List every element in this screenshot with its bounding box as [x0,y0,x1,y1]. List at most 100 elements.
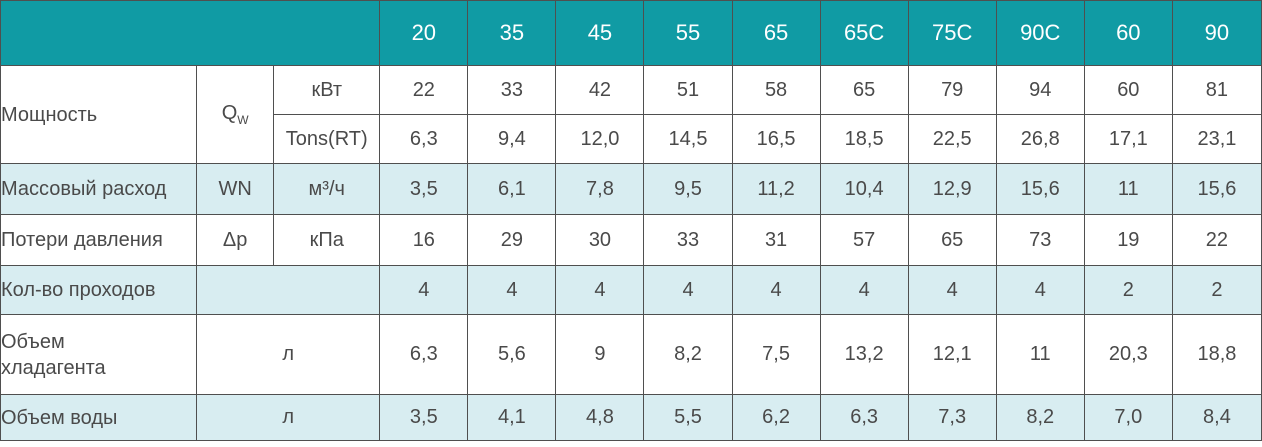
power-tons-value: 22,5 [907,114,997,164]
refrigerant-value: 8,2 [643,314,733,395]
pressure-loss-value: 73 [995,214,1085,266]
model-header: 75C [907,0,997,66]
water-volume-value: 6,2 [731,394,821,441]
water-volume-value: 8,2 [995,394,1085,441]
refrigerant-value: 20,3 [1083,314,1173,395]
power-symbol-sub: W [237,113,249,127]
passes-value: 4 [995,265,1085,315]
mass-flow-value: 10,4 [819,163,909,215]
pressure-loss-symbol: Δp [196,214,275,266]
passes-row: Кол-во проходов 4 4 4 4 4 4 4 4 2 2 [0,265,1262,315]
pressure-loss-value: 16 [379,214,469,266]
mass-flow-value: 7,8 [555,163,645,215]
pressure-loss-value: 31 [731,214,821,266]
power-tons-value: 18,5 [819,114,909,164]
refrigerant-value: 18,8 [1171,314,1262,395]
mass-flow-value: 11,2 [731,163,821,215]
power-tons-value: 6,3 [379,114,469,164]
model-header: 55 [643,0,733,66]
power-tons-value: 16,5 [731,114,821,164]
power-kw-value: 65 [819,65,909,115]
water-volume-value: 6,3 [819,394,909,441]
header-row: 20 35 45 55 65 65C 75C 90C 60 90 [0,0,1262,66]
pressure-loss-value: 30 [555,214,645,266]
model-header: 60 [1083,0,1173,66]
mass-flow-row: Массовый расход WN м³/ч 3,5 6,1 7,8 9,5 … [0,163,1262,215]
power-kw-value: 58 [731,65,821,115]
passes-value: 2 [1171,265,1262,315]
mass-flow-value: 12,9 [907,163,997,215]
water-volume-row: Объем воды л 3,5 4,1 4,8 5,5 6,2 6,3 7,3… [0,394,1262,441]
pressure-loss-value: 22 [1171,214,1262,266]
refrigerant-unit: л [196,314,381,395]
power-kw-value: 94 [995,65,1085,115]
header-blank-cell [0,0,381,66]
refrigerant-label-line1: Объем [1,330,65,353]
power-kw-value: 42 [555,65,645,115]
water-volume-value: 8,4 [1171,394,1262,441]
water-volume-value: 3,5 [379,394,469,441]
power-symbol-main: Q [221,102,238,124]
power-tons-value: 26,8 [995,114,1085,164]
passes-value: 4 [907,265,997,315]
pressure-loss-value: 33 [643,214,733,266]
power-kw-row: Мощность QW кВт 22 33 42 51 58 65 79 94 … [0,65,1262,164]
pressure-loss-value: 57 [819,214,909,266]
mass-flow-value: 15,6 [1171,163,1262,215]
refrigerant-label: Объем хладагента [0,314,198,395]
water-volume-value: 7,3 [907,394,997,441]
power-kw-value: 33 [467,65,557,115]
water-volume-value: 5,5 [643,394,733,441]
passes-empty-cell [196,265,381,315]
water-volume-unit: л [196,394,381,441]
power-kw-value: 79 [907,65,997,115]
power-kw-value: 51 [643,65,733,115]
power-tons-value: 17,1 [1083,114,1173,164]
power-label: Мощность [0,65,198,164]
water-volume-value: 4,8 [555,394,645,441]
pressure-loss-value: 65 [907,214,997,266]
passes-value: 4 [643,265,733,315]
refrigerant-value: 5,6 [467,314,557,395]
passes-value: 4 [819,265,909,315]
refrigerant-value: 11 [995,314,1085,395]
mass-flow-value: 15,6 [995,163,1085,215]
mass-flow-value: 3,5 [379,163,469,215]
pressure-loss-value: 19 [1083,214,1173,266]
power-tons-value: 14,5 [643,114,733,164]
model-header: 45 [555,0,645,66]
model-header: 20 [379,0,469,66]
model-header: 65C [819,0,909,66]
pressure-loss-label: Потери давления [0,214,198,266]
passes-label: Кол-во проходов [0,265,198,315]
water-volume-value: 7,0 [1083,394,1173,441]
passes-value: 4 [555,265,645,315]
passes-value: 2 [1083,265,1173,315]
mass-flow-label: Массовый расход [0,163,198,215]
power-kw-unit: кВт [273,65,381,115]
mass-flow-value: 9,5 [643,163,733,215]
mass-flow-value: 11 [1083,163,1173,215]
power-tons-value: 9,4 [467,114,557,164]
power-tons-value: 23,1 [1171,114,1262,164]
model-header: 90 [1171,0,1262,66]
pressure-loss-value: 29 [467,214,557,266]
refrigerant-value: 13,2 [819,314,909,395]
passes-value: 4 [379,265,469,315]
pressure-loss-row: Потери давления Δp кПа 16 29 30 33 31 57… [0,214,1262,266]
power-kw-value: 22 [379,65,469,115]
water-volume-value: 4,1 [467,394,557,441]
model-header: 90C [995,0,1085,66]
mass-flow-value: 6,1 [467,163,557,215]
passes-value: 4 [467,265,557,315]
pressure-loss-unit: кПа [273,214,381,266]
passes-value: 4 [731,265,821,315]
power-tons-unit: Tons(RT) [273,114,381,164]
power-kw-value: 60 [1083,65,1173,115]
power-tons-row: Tons(RT) 6,3 9,4 12,0 14,5 16,5 18,5 22,… [1,114,1262,164]
refrigerant-value: 7,5 [731,314,821,395]
model-header: 35 [467,0,557,66]
power-symbol: QW [196,65,275,164]
mass-flow-unit: м³/ч [273,163,381,215]
